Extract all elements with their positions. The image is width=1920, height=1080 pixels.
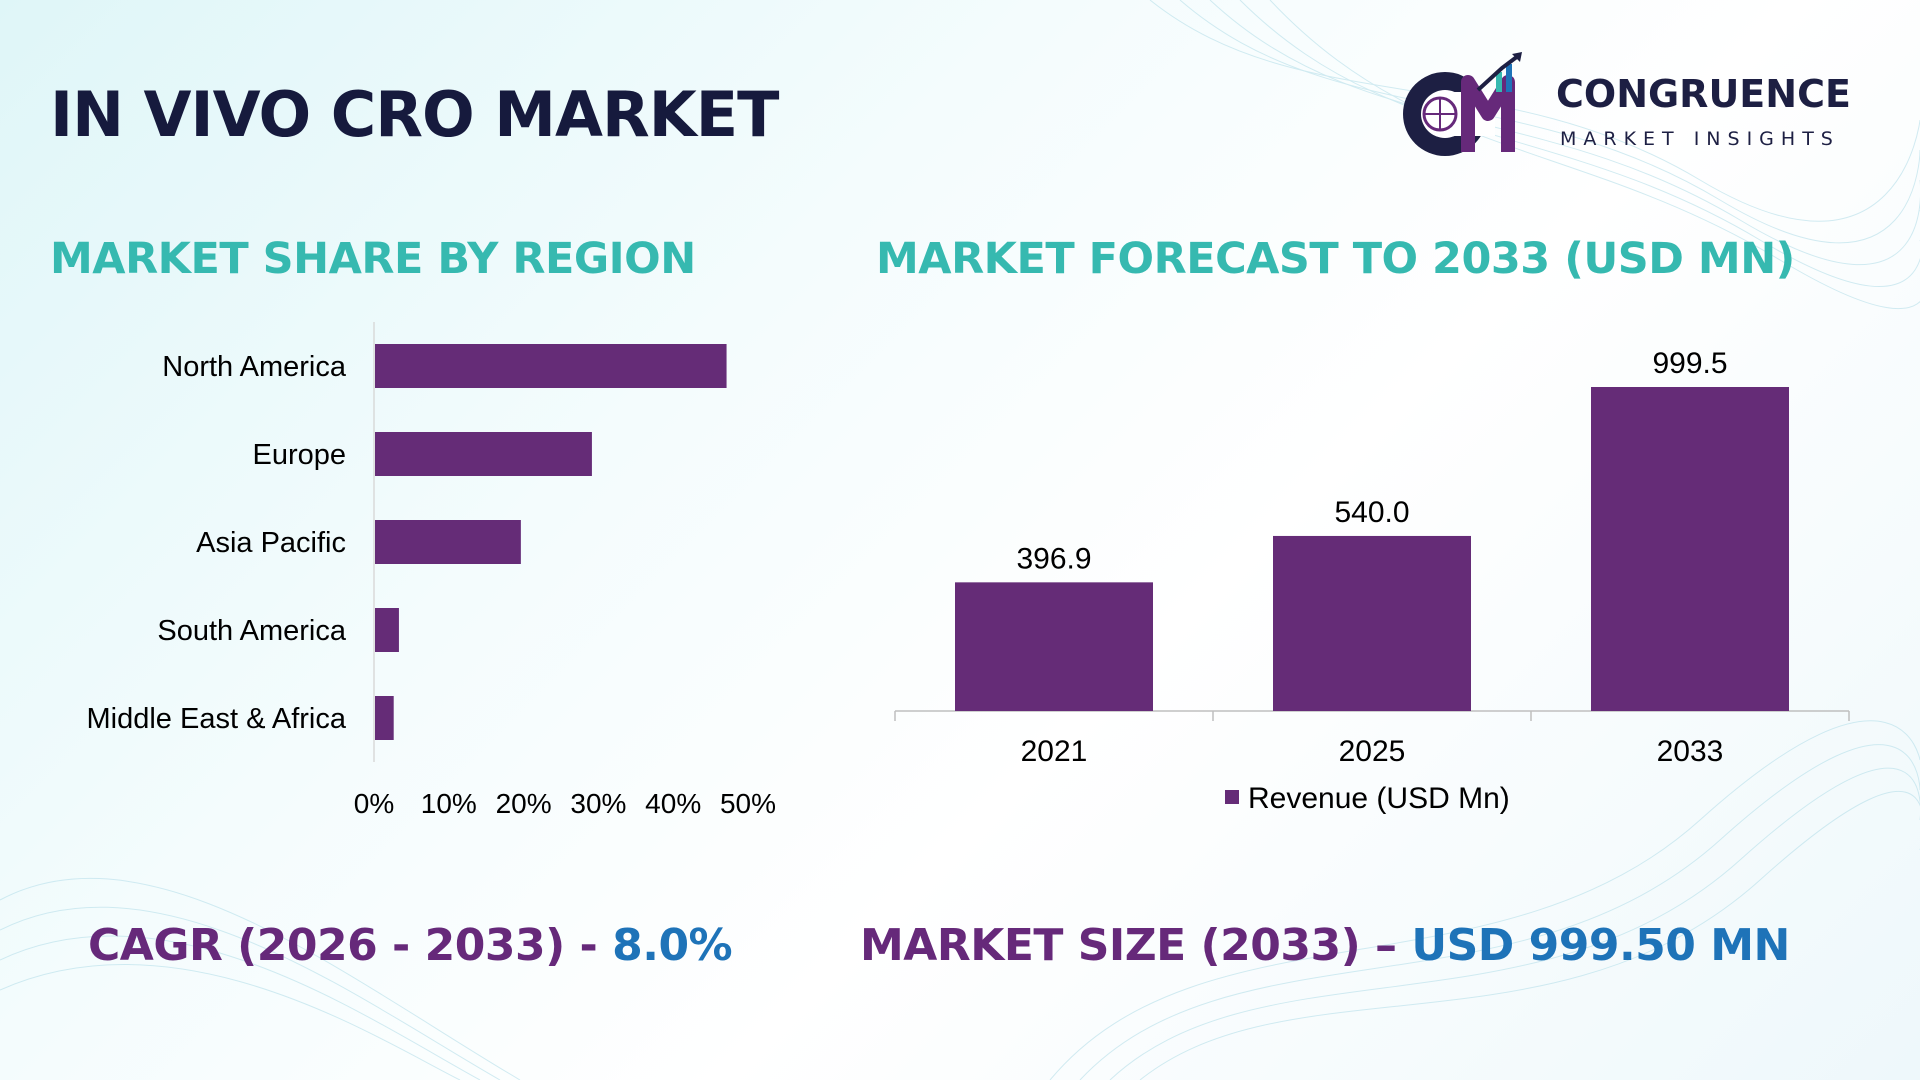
region-label-0: North America <box>162 351 347 383</box>
region-label-1: Europe <box>252 439 346 471</box>
forecast-data-label-2033: 999.5 <box>1652 347 1727 380</box>
region-bar-2 <box>375 520 521 564</box>
forecast-bar-2033 <box>1591 387 1789 711</box>
forecast-bar-2025 <box>1273 535 1471 711</box>
forecast-title: MARKET FORECAST TO 2033 (USD MN) <box>876 234 1795 284</box>
region-label-2: Asia Pacific <box>196 527 346 559</box>
region-label-4: Middle East & Africa <box>87 703 347 735</box>
page-title: IN VIVO CRO MARKET <box>50 78 779 151</box>
cagr-stat: CAGR (2026 - 2033) - 8.0% <box>88 920 733 971</box>
logo-tagline: MARKET INSIGHTS <box>1560 128 1840 150</box>
cagr-label: CAGR (2026 - 2033) - <box>88 920 613 971</box>
forecast-data-label-2025: 540.0 <box>1334 496 1409 529</box>
market-size-stat: MARKET SIZE (2033) – USD 999.50 MN <box>860 920 1790 971</box>
logo-name: CONGRUENCE <box>1556 72 1851 116</box>
market-size-value: USD 999.50 MN <box>1411 920 1790 971</box>
forecast-year-label-2033: 2033 <box>1657 735 1724 768</box>
region-tick-5: 50% <box>720 788 776 819</box>
legend-label: Revenue (USD Mn) <box>1248 782 1510 815</box>
region-bar-3 <box>375 608 399 652</box>
region-tick-3: 30% <box>570 788 626 819</box>
forecast-year-label-2025: 2025 <box>1339 735 1406 768</box>
company-logo: CONGRUENCE MARKET INSIGHTS <box>1400 52 1870 162</box>
region-bar-1 <box>375 432 592 476</box>
legend-swatch <box>1225 790 1239 804</box>
region-bar-4 <box>375 696 394 740</box>
region-bar-0 <box>375 344 727 388</box>
region-label-3: South America <box>157 615 346 647</box>
region-tick-1: 10% <box>421 788 477 819</box>
forecast-data-label-2021: 396.9 <box>1016 542 1091 575</box>
region-share-title: MARKET SHARE BY REGION <box>50 234 696 284</box>
market-size-label: MARKET SIZE (2033) – <box>860 920 1412 971</box>
forecast-bar-2021 <box>955 582 1153 711</box>
forecast-year-label-2021: 2021 <box>1021 735 1088 768</box>
logo-monogram-icon <box>1403 52 1522 156</box>
region-tick-4: 40% <box>645 788 701 819</box>
cagr-value: 8.0% <box>612 920 733 971</box>
region-tick-2: 20% <box>496 788 552 819</box>
region-tick-0: 0% <box>354 788 394 819</box>
